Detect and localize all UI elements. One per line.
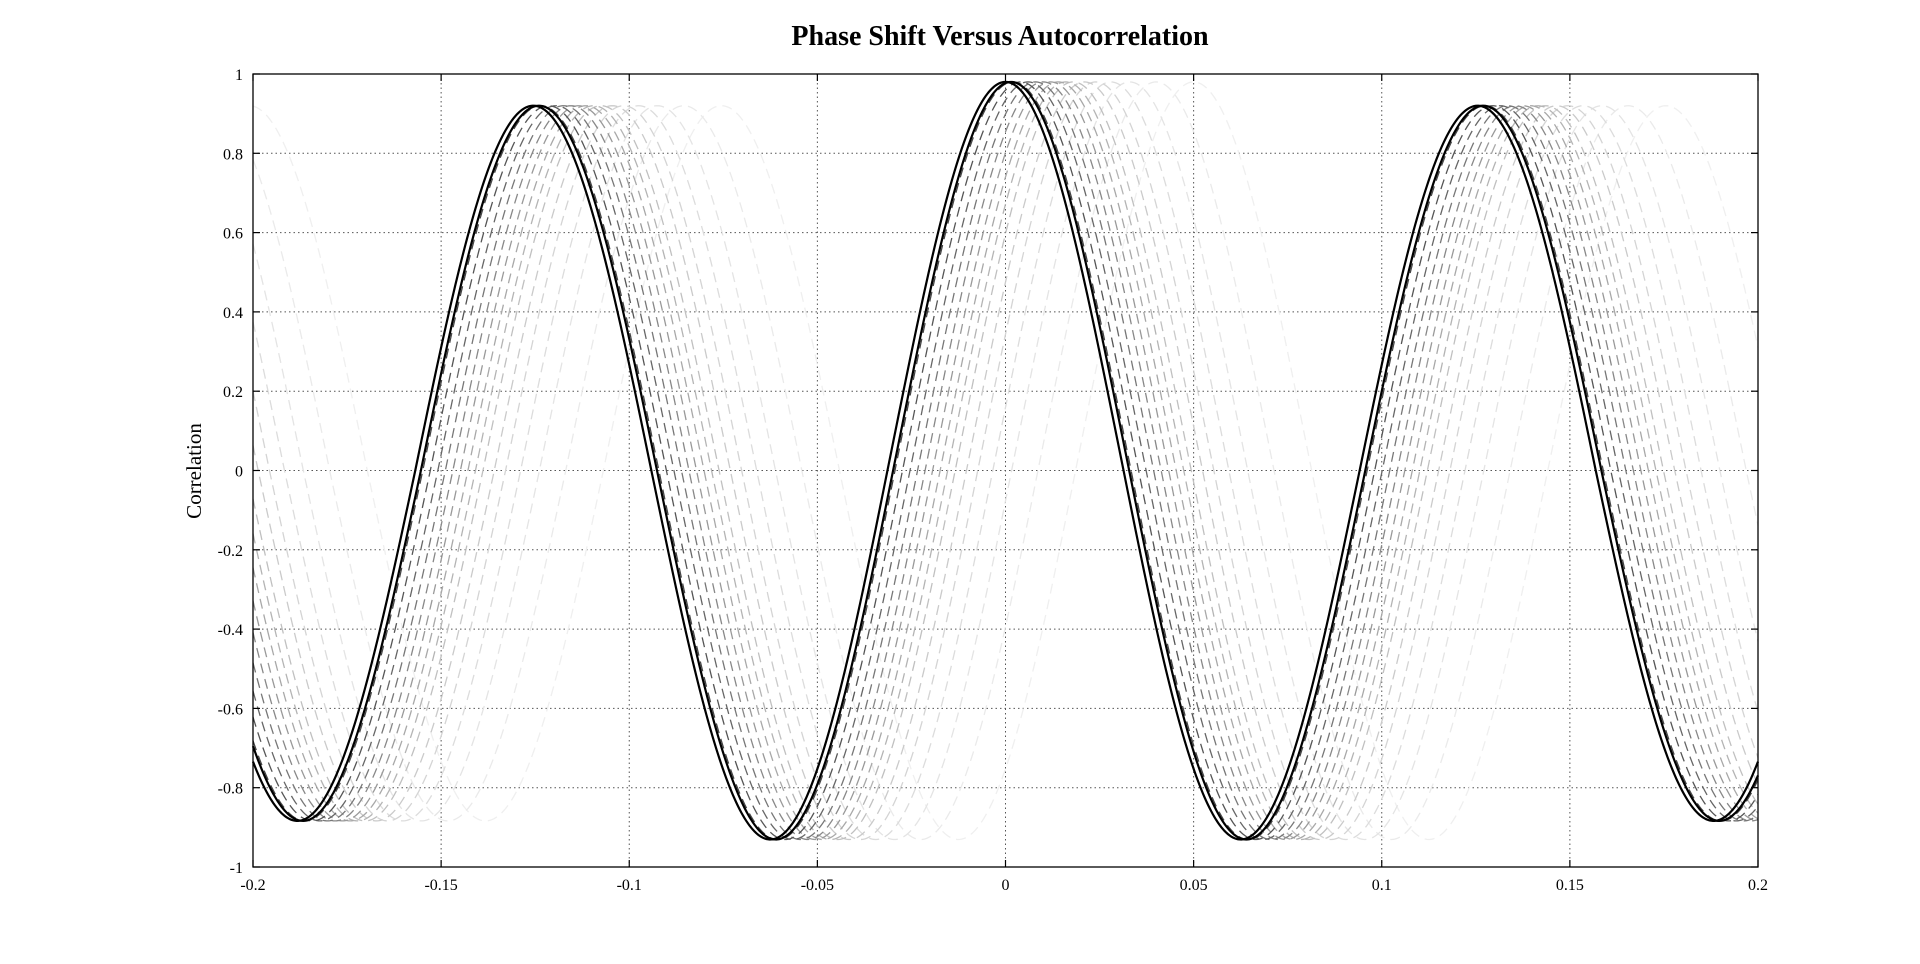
series-line-dashed: [252, 81, 1759, 841]
x-axis: -0.2 -0.15 -0.1 -0.05 0 0.05 0.1 0.15 0.2: [240, 74, 1768, 894]
series-line-dashed: [252, 81, 1759, 841]
y-axis: 1 0.8 0.6 0.4 0.2 0 -0.2 -0.4 -0.6 -0.8 -1: [218, 67, 1758, 877]
y-axis-label: Correlation: [182, 423, 206, 519]
y-tick-label: -0.2: [218, 543, 243, 560]
y-tick-label: 1: [235, 67, 243, 84]
x-tick-label: -0.15: [424, 877, 457, 894]
series-line-dashed: [252, 81, 1759, 841]
series-line-dashed: [252, 81, 1759, 841]
y-tick-label: -0.4: [218, 622, 243, 639]
series-line-dashed: [252, 81, 1759, 841]
y-tick-label: -0.8: [218, 781, 243, 798]
y-tick-label: 0.6: [223, 226, 243, 243]
y-tick-label: 0.4: [223, 305, 243, 322]
x-tick-label: 0.2: [1748, 877, 1768, 894]
series-line-dashed: [252, 81, 1759, 841]
series-line-solid: [251, 80, 1760, 841]
x-tick-label: 0.15: [1556, 877, 1584, 894]
series-line-solid: [251, 80, 1760, 841]
x-tick-label: -0.1: [617, 877, 642, 894]
x-tick-label: -0.2: [240, 877, 265, 894]
series-line-dashed: [252, 81, 1759, 841]
x-tick-label: 0.1: [1372, 877, 1392, 894]
y-tick-label: -0.6: [218, 701, 243, 718]
y-tick-label: 0.8: [223, 146, 243, 163]
x-tick-label: 0.05: [1180, 877, 1208, 894]
series-group: [251, 80, 1760, 841]
grid: [253, 74, 1758, 867]
chart-title: Phase Shift Versus Autocorrelation: [791, 21, 1209, 52]
y-tick-label: 0.2: [223, 384, 243, 401]
y-tick-label: -1: [230, 860, 243, 877]
y-tick-label: 0: [235, 464, 243, 481]
series-line-dashed: [252, 81, 1759, 841]
x-tick-label: 0: [1002, 877, 1010, 894]
series-line-dashed: [252, 81, 1759, 841]
series-line-dashed: [252, 81, 1759, 841]
x-tick-label: -0.05: [801, 877, 834, 894]
